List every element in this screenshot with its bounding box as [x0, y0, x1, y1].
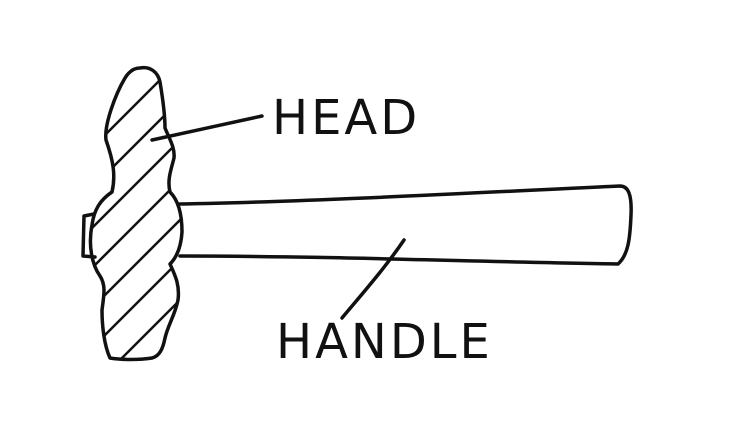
handle-leader-line — [340, 238, 406, 320]
hammer-head — [88, 65, 184, 362]
head-hatching — [90, 67, 182, 360]
handle-label: HANDLE — [276, 314, 493, 370]
hammer-pin — [81, 212, 97, 259]
hammer-handle — [178, 184, 633, 266]
head-label: HEAD — [272, 90, 420, 146]
head-leader-line — [150, 114, 264, 142]
